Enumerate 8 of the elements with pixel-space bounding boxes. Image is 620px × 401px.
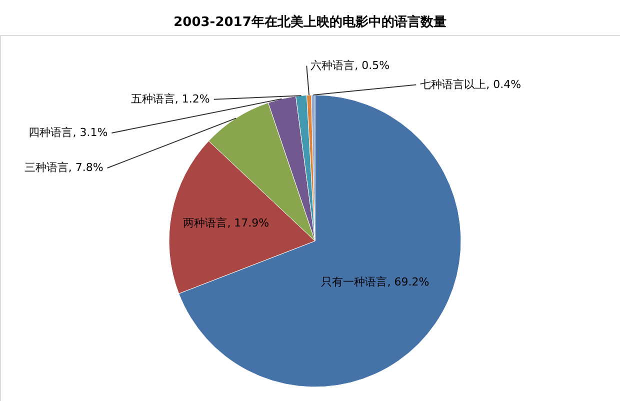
slice-label: 两种语言, 17.9% xyxy=(183,216,270,230)
slice-label: 六种语言, 0.5% xyxy=(310,58,390,72)
chart-title: 2003-2017年在北美上映的电影中的语言数量 xyxy=(174,14,446,30)
slice-label: 三种语言, 7.8% xyxy=(24,161,104,174)
slice-label: 四种语言, 3.1% xyxy=(28,126,108,139)
slice-label: 五种语言, 1.2% xyxy=(130,92,210,106)
slice-label: 只有一种语言, 69.2% xyxy=(321,275,430,288)
slice-label: 七种语言以上, 0.4% xyxy=(420,78,522,91)
